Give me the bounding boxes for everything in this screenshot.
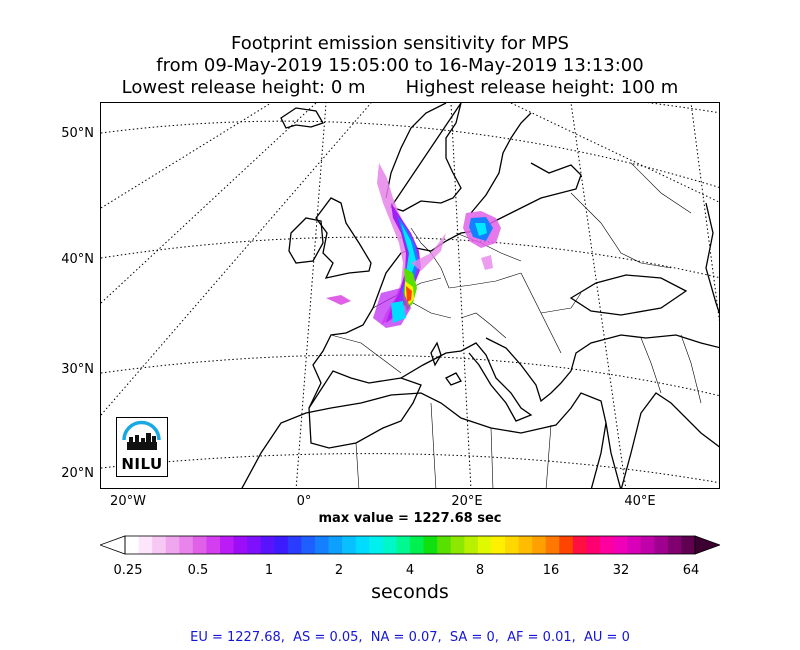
colorbar-cell bbox=[369, 536, 384, 554]
colorbar-cell bbox=[315, 536, 330, 554]
colorbar-cell bbox=[233, 536, 248, 554]
colorbar-cell bbox=[206, 536, 221, 554]
colorbar-tick-label: 32 bbox=[612, 563, 630, 578]
colorbar-units-label: seconds bbox=[371, 581, 449, 603]
lon-label-40e: 40°E bbox=[624, 494, 656, 509]
colorbar-cell bbox=[125, 536, 140, 554]
colorbar-cell bbox=[572, 536, 587, 554]
colorbar-tick-label: 4 bbox=[405, 563, 415, 578]
colorbar-cell bbox=[545, 536, 560, 554]
colorbar-cell bbox=[667, 536, 682, 554]
colorbar bbox=[100, 535, 720, 555]
colorbar-cell bbox=[220, 536, 235, 554]
colorbar-cell bbox=[342, 536, 357, 554]
lat-label-50n: 50°N bbox=[61, 126, 94, 141]
lon-label-0: 0° bbox=[296, 494, 312, 509]
colorbar-cell bbox=[287, 536, 302, 554]
lat-label-20n: 20°N bbox=[61, 466, 94, 481]
region-stats-line: EU = 1227.68, AS = 0.05, NA = 0.07, SA =… bbox=[190, 630, 630, 645]
colorbar-cell bbox=[654, 536, 669, 554]
colorbar-cell bbox=[152, 536, 167, 554]
colorbar-cell bbox=[600, 536, 615, 554]
colorbar-cell bbox=[301, 536, 316, 554]
lon-label-20w: 20°W bbox=[110, 494, 146, 509]
colorbar-cell bbox=[423, 536, 438, 554]
colorbar-tick-label: 0.25 bbox=[113, 563, 143, 578]
lat-label-30n: 30°N bbox=[61, 362, 94, 377]
colorbar-cell bbox=[437, 536, 452, 554]
colorbar-max-arrow bbox=[694, 535, 720, 555]
colorbar-cell bbox=[450, 536, 465, 554]
colorbar-tick-label: 1 bbox=[264, 563, 274, 578]
lon-label-20e: 20°E bbox=[451, 494, 483, 509]
colorbar-cell bbox=[681, 536, 696, 554]
colorbar-tick-label: 64 bbox=[682, 563, 700, 578]
colorbar-tick-label: 0.5 bbox=[187, 563, 209, 578]
colorbar-cell bbox=[192, 536, 207, 554]
max-value-label: max value = 1227.68 sec bbox=[318, 511, 502, 526]
colorbar-cell bbox=[328, 536, 343, 554]
colorbar-cell bbox=[382, 536, 397, 554]
footprint-plume bbox=[326, 163, 501, 328]
colorbar-cell bbox=[491, 536, 506, 554]
colorbar-cell bbox=[138, 536, 153, 554]
colorbar-cell bbox=[396, 536, 411, 554]
map-canvas bbox=[101, 103, 719, 488]
plot-title-line-2: from 09-May-2019 15:05:00 to 16-May-2019… bbox=[156, 55, 644, 76]
colorbar-tick-label: 16 bbox=[542, 563, 560, 578]
colorbar-cell bbox=[410, 536, 425, 554]
colorbar-cell bbox=[464, 536, 479, 554]
nilu-logo-icon bbox=[122, 420, 161, 450]
colorbar-min-arrow bbox=[100, 535, 126, 555]
colorbar-cell bbox=[627, 536, 642, 554]
plot-title-line-3: Lowest release height: 0 m Highest relea… bbox=[121, 77, 679, 98]
colorbar-cell bbox=[559, 536, 574, 554]
lat-label-40n: 40°N bbox=[61, 252, 94, 267]
colorbar-cell bbox=[505, 536, 520, 554]
nilu-logo: NILU bbox=[116, 417, 168, 477]
colorbar-cell bbox=[179, 536, 194, 554]
colorbar-cell bbox=[247, 536, 262, 554]
colorbar-cell bbox=[165, 536, 180, 554]
colorbar-cell bbox=[477, 536, 492, 554]
map-panel bbox=[100, 102, 720, 489]
plot-title-line-1: Footprint emission sensitivity for MPS bbox=[231, 33, 569, 54]
colorbar-cell bbox=[518, 536, 533, 554]
nilu-logo-text: NILU bbox=[121, 455, 163, 473]
colorbar-cell bbox=[355, 536, 370, 554]
colorbar-cell bbox=[613, 536, 628, 554]
colorbar-cell bbox=[260, 536, 275, 554]
colorbar-cell bbox=[586, 536, 601, 554]
colorbar-cell bbox=[532, 536, 547, 554]
colorbar-tick-label: 2 bbox=[334, 563, 344, 578]
colorbar-cell bbox=[640, 536, 655, 554]
colorbar-tick-label: 8 bbox=[475, 563, 485, 578]
coastlines bbox=[241, 103, 719, 488]
colorbar-cell bbox=[274, 536, 289, 554]
